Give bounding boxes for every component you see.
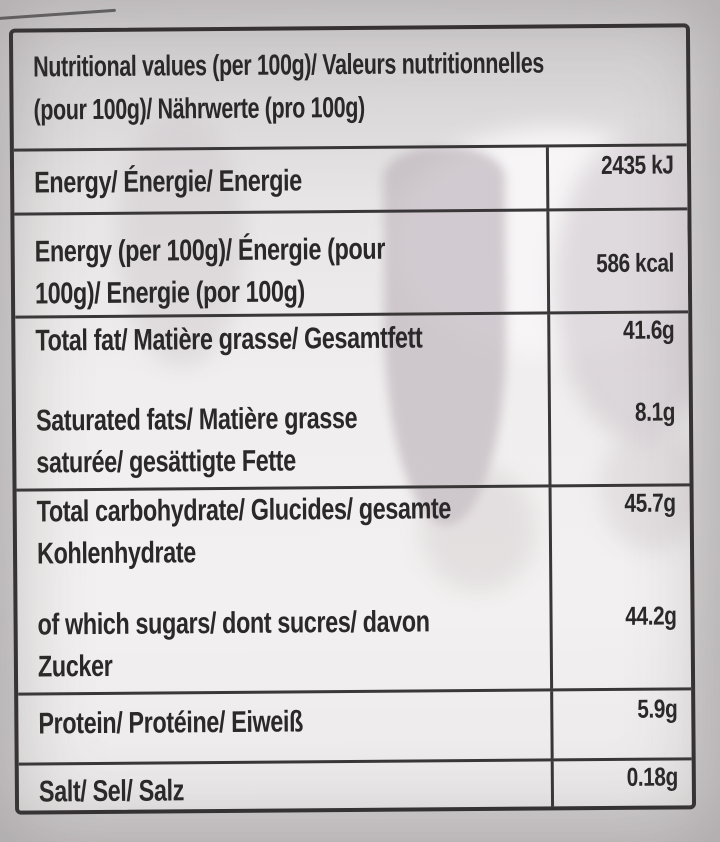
nutrient-label: Energy/ Énergie/ Energie — [34, 164, 302, 200]
nutrient-value: 0.18g — [626, 761, 678, 792]
row-group-energy-kj: Energy/ Énergie/ Energie 2435 kJ — [13, 143, 688, 213]
nutrient-value: 8.1g — [634, 396, 676, 427]
nutrient-label: of which sugars/ dont sucres/ davon Zuck… — [37, 605, 430, 684]
column-divider — [550, 761, 555, 810]
table-row: Total fat/ Matière grasse/ Gesamtfett 41… — [15, 313, 688, 362]
nutrient-label: Total fat/ Matière grasse/ Gesamtfett — [35, 321, 423, 358]
nutrient-label: Salt/ Sel/ Salz — [38, 774, 185, 809]
nutrient-value: 2435 kJ — [600, 149, 674, 181]
nutrition-table: Nutritional values (per 100g)/ Valeurs n… — [8, 23, 697, 815]
column-divider — [550, 691, 554, 759]
nutrient-value: 44.2g — [625, 600, 677, 631]
table-header-text: Nutritional values (per 100g)/ Valeurs n… — [33, 47, 545, 127]
nutrient-label: Energy (per 100g)/ Énergie (pour 100g)/ … — [34, 232, 386, 311]
nutrient-value: 5.9g — [637, 693, 678, 724]
table-row: of which sugars/ dont sucres/ davon Zuck… — [17, 599, 691, 688]
row-group-salt: Salt/ Sel/ Salz 0.18g — [18, 757, 693, 814]
table-row: Energy (per 100g)/ Énergie (pour 100g)/ … — [14, 210, 688, 315]
label-edge-line — [0, 8, 116, 21]
row-group-fat: Total fat/ Matière grasse/ Gesamtfett 41… — [15, 310, 690, 489]
row-group-protein: Protein/ Protéine/ Eiweiß 5.9g — [18, 687, 692, 763]
nutrient-label: Protein/ Protéine/ Eiweiß — [38, 705, 304, 741]
table-header: Nutritional values (per 100g)/ Valeurs n… — [13, 27, 687, 148]
nutrient-value: 41.6g — [622, 314, 675, 345]
column-divider — [545, 147, 550, 209]
table-row: Salt/ Sel/ Salz 0.18g — [19, 760, 692, 813]
nutrient-value: 586 kcal — [595, 247, 674, 279]
row-group-energy-kcal: Energy (per 100g)/ Énergie (pour 100g)/ … — [14, 207, 689, 316]
nutrient-label: Total carbohydrate/ Glucides/ gesamte Ko… — [36, 492, 452, 571]
table-row: Saturated fats/ Matière grasse saturée/ … — [16, 395, 690, 484]
nutrient-value: 45.7g — [624, 487, 676, 518]
table-row: Energy/ Énergie/ Energie 2435 kJ — [14, 146, 687, 204]
table-row: Total carbohydrate/ Glucides/ gesamte Ko… — [17, 486, 691, 575]
row-group-carbohydrate: Total carbohydrate/ Glucides/ gesamte Ko… — [16, 483, 692, 693]
table-row: Protein/ Protéine/ Eiweiß 5.9g — [18, 690, 691, 745]
nutrient-label: Saturated fats/ Matière grasse saturée/ … — [35, 401, 358, 480]
